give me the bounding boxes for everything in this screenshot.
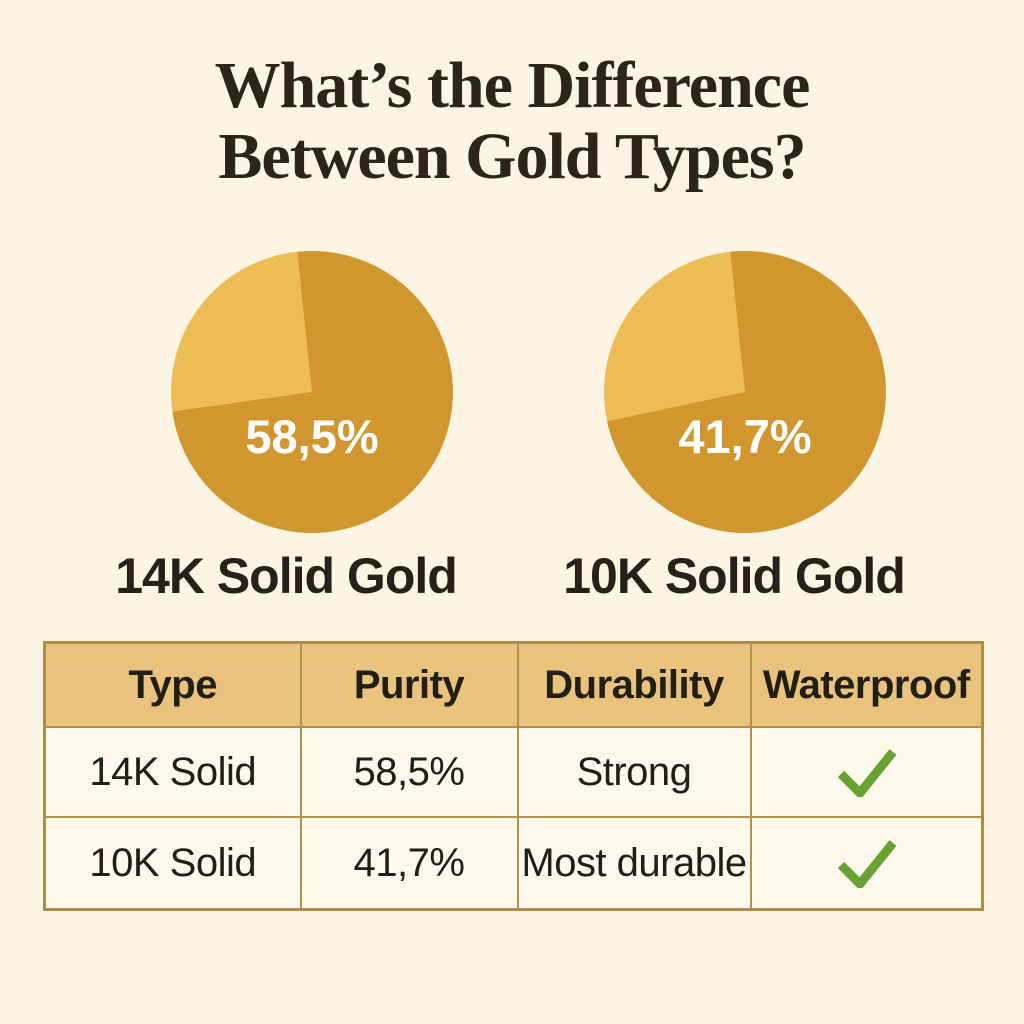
table-header-row: Type Purity Durability Waterproof — [43, 641, 984, 728]
page-title-line1: What’s the Difference — [214, 49, 811, 122]
pie-value-label-10k: 41,7% — [678, 410, 812, 463]
cell-purity-10k: 41,7% — [299, 816, 519, 911]
pie-caption-10k-gold: 10K Solid Gold — [563, 548, 906, 604]
cell-durability-10k: Most durable — [516, 816, 752, 911]
pie-caption-14k-gold: 14K Solid Gold — [115, 548, 458, 604]
pie-chart-10k-gold: 41,7% — [604, 251, 886, 533]
page-title: What’s the Difference Between Gold Types? — [0, 50, 1024, 193]
page-title-line2: Between Gold Types? — [218, 120, 806, 194]
cell-waterproof-10k — [749, 816, 984, 911]
table-row-10k: 10K Solid 41,7% Most durable — [43, 816, 984, 911]
pie-value-label-14k: 58,5% — [245, 410, 379, 463]
cell-type-10k: 10K Solid — [43, 816, 302, 911]
cell-durability-14k: Strong — [516, 726, 752, 818]
cell-purity-14k: 58,5% — [299, 726, 519, 818]
green-checkmark-icon — [838, 840, 897, 888]
column-header-purity: Purity — [299, 641, 519, 728]
gold-comparison-table: Type Purity Durability Waterproof 14K So… — [43, 641, 984, 911]
cell-waterproof-14k — [749, 726, 984, 818]
column-header-type: Type — [43, 641, 302, 728]
green-checkmark-icon — [838, 749, 897, 797]
column-header-waterproof: Waterproof — [749, 641, 984, 728]
cell-type-14k: 14K Solid — [43, 726, 302, 818]
pie-chart-14k-gold: 58,5% — [171, 251, 453, 533]
table-row-14k: 14K Solid 58,5% Strong — [43, 726, 984, 818]
column-header-durability: Durability — [516, 641, 752, 728]
